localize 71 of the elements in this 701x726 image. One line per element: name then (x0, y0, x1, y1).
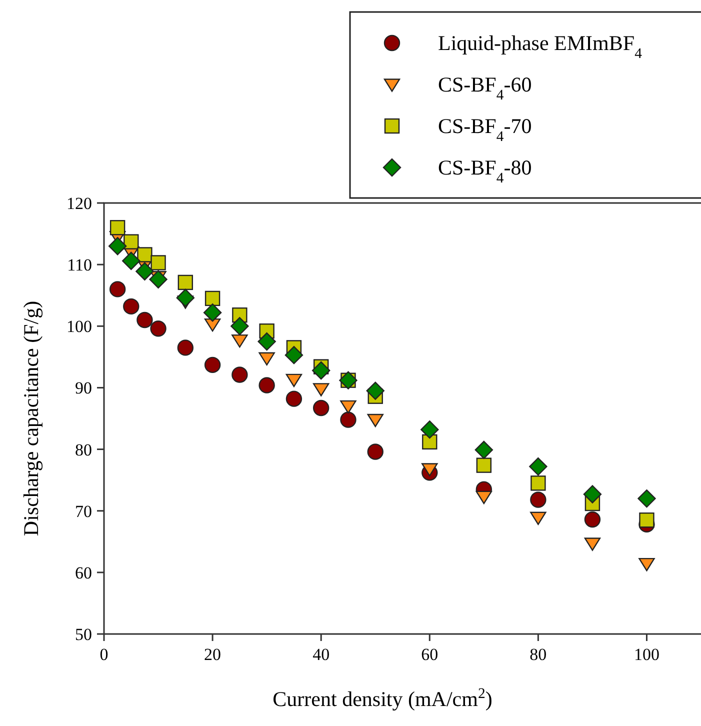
point (286, 374, 302, 388)
point (123, 298, 140, 315)
point (204, 318, 221, 332)
point (137, 247, 152, 262)
y-tick-label: 100 (66, 317, 92, 336)
point (312, 400, 330, 416)
point (150, 320, 166, 337)
point (474, 440, 494, 459)
point (136, 262, 154, 280)
point (583, 485, 602, 504)
point (108, 237, 127, 256)
y-tick-label: 60 (75, 563, 92, 582)
y-tick-label: 70 (75, 502, 92, 521)
point (530, 492, 546, 508)
point (340, 412, 356, 428)
x-tick-label: 60 (421, 645, 438, 664)
legend-label: Liquid-phase EMImBF$_{4}$ (438, 31, 643, 62)
point (529, 457, 548, 476)
point (367, 444, 384, 460)
point (232, 334, 248, 348)
point (530, 512, 546, 525)
point (584, 538, 601, 551)
y-tick-label: 110 (67, 256, 92, 275)
point (177, 340, 194, 356)
point (109, 281, 126, 298)
x-tick-label: 0 (100, 645, 108, 664)
legend-label: CS-BF$_{4}$-70 (438, 114, 532, 145)
point (476, 458, 492, 473)
point (638, 558, 655, 572)
point (420, 420, 439, 439)
point (178, 274, 194, 290)
point (367, 414, 384, 428)
legend-label: CS-BF$_{4}$-80 (438, 156, 532, 186)
point (136, 312, 153, 328)
point (530, 476, 546, 491)
point (122, 252, 140, 270)
x-tick-label: 80 (530, 645, 547, 664)
point (124, 234, 139, 250)
point (312, 361, 330, 380)
point (110, 220, 126, 236)
legend-label: CS-BF$_{4}$-60 (438, 72, 532, 104)
point (340, 400, 356, 414)
point (284, 346, 304, 364)
x-tick-label: 40 (312, 645, 330, 664)
point (422, 463, 438, 476)
x-tick-label: 100 (634, 645, 660, 664)
point (230, 317, 249, 336)
point (176, 288, 195, 307)
point (149, 270, 168, 288)
y-tick-label: 120 (66, 194, 92, 213)
point (150, 255, 166, 270)
point (639, 512, 654, 528)
point (204, 290, 220, 306)
point (203, 303, 222, 322)
point (258, 332, 276, 351)
point (366, 382, 384, 400)
x-axis-title: Current density (mA/cm$^{2}$) (272, 686, 492, 711)
y-tick-label: 50 (75, 625, 92, 644)
x-tick-label: 20 (204, 645, 222, 664)
point (258, 377, 275, 394)
y-tick-label: 90 (75, 378, 92, 398)
point (476, 490, 492, 504)
point (258, 352, 275, 366)
y-tick-label: 80 (75, 440, 92, 460)
point (232, 366, 248, 383)
point (204, 356, 221, 374)
y-axis-title: Discharge capacitance (F/g) (19, 300, 43, 536)
point (584, 511, 601, 528)
point (312, 383, 330, 396)
point (286, 390, 302, 407)
point (638, 489, 656, 508)
